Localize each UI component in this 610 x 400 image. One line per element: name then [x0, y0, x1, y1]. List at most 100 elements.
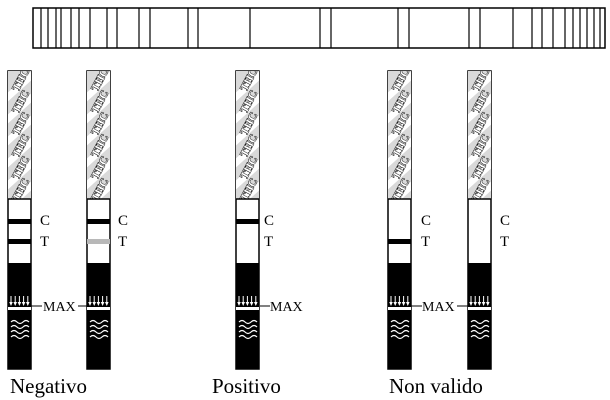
- diagonal-band: [8, 71, 31, 102]
- max-line: [388, 307, 411, 310]
- control-line: [87, 219, 110, 224]
- arrow-head: [397, 302, 402, 306]
- arrow-head: [254, 302, 258, 306]
- arrow-head: [92, 302, 96, 306]
- max-line: [8, 307, 31, 310]
- wave-line: [470, 334, 490, 340]
- test-line: [388, 239, 411, 244]
- diagonal-band: [471, 181, 491, 199]
- diagonal-band: [388, 159, 411, 190]
- arrow-head: [393, 302, 397, 306]
- control-label: C: [264, 213, 274, 229]
- diagonal-band: [8, 137, 31, 168]
- wave-line: [390, 334, 410, 340]
- control-line: [236, 219, 259, 224]
- diagonal-band: [468, 71, 491, 102]
- diagonal-band: [236, 93, 259, 124]
- diagonal-band: [11, 181, 31, 199]
- test-label: T: [118, 234, 127, 250]
- wave-line: [470, 329, 490, 335]
- wave-line: [470, 319, 490, 325]
- wave-line: [10, 334, 30, 340]
- caption-non-valido: Non valido: [389, 374, 483, 398]
- wave-line: [89, 329, 109, 335]
- diagonal-band: [388, 115, 411, 146]
- diagonal-band: [236, 159, 259, 190]
- wave-line: [390, 319, 410, 325]
- diagonal-band: [391, 181, 411, 199]
- control-label: C: [118, 213, 128, 229]
- diagonal-band: [468, 137, 491, 168]
- arrow-head: [96, 302, 101, 306]
- wave-line: [238, 329, 258, 335]
- diagonal-band: [236, 71, 259, 102]
- arrow-head: [26, 302, 30, 306]
- control-label: C: [421, 213, 431, 229]
- diagonal-band: [8, 115, 31, 146]
- test-label: T: [264, 234, 273, 250]
- wave-line: [238, 319, 258, 325]
- arrow-head: [100, 302, 105, 306]
- wave-line: [238, 324, 258, 330]
- absorbent-pad: [388, 263, 411, 369]
- arrow-head: [473, 302, 477, 306]
- test-label: T: [421, 234, 430, 250]
- wave-line: [89, 324, 109, 330]
- max-label: MAX: [43, 300, 76, 315]
- diagonal-band: [236, 137, 259, 168]
- caption-negativo: Negativo: [10, 374, 87, 398]
- non-valido-labels: C T C T MAX: [411, 213, 510, 315]
- arrow-head: [469, 302, 473, 306]
- absorbent-pad: [87, 263, 110, 369]
- test-label: T: [40, 234, 49, 250]
- test-label: T: [500, 234, 509, 250]
- max-line: [87, 307, 110, 310]
- diagonal-band: [87, 115, 110, 146]
- absorbent-pad: [468, 263, 491, 369]
- diagonal-band: [87, 159, 110, 190]
- diagonal-band: [8, 93, 31, 124]
- test-line: [8, 239, 31, 244]
- diagonal-band: [468, 115, 491, 146]
- arrow-head: [13, 302, 17, 306]
- positivo-labels: C T MAX: [260, 213, 303, 315]
- diagonal-band: [87, 137, 110, 168]
- arrow-head: [237, 302, 241, 306]
- arrow-head: [9, 302, 13, 306]
- test-line-faint: [87, 239, 110, 244]
- arrow-head: [401, 302, 406, 306]
- diagonal-band: [388, 137, 411, 168]
- arrow-head: [406, 302, 410, 306]
- arrow-head: [88, 302, 92, 306]
- max-label: MAX: [422, 300, 455, 315]
- control-line: [8, 219, 31, 224]
- max-line: [236, 307, 259, 310]
- absorbent-pad: [8, 263, 31, 369]
- scale-ticks: [40, 8, 601, 48]
- diagonal-band: [90, 181, 110, 199]
- diagonal-band: [388, 71, 411, 102]
- max-line: [468, 307, 491, 310]
- diagonal-band: [8, 159, 31, 190]
- top-scale-bar: [32, 7, 606, 49]
- diagonal-band: [87, 93, 110, 124]
- wave-line: [10, 324, 30, 330]
- wave-line: [10, 329, 30, 335]
- diagonal-band: [468, 159, 491, 190]
- wave-line: [89, 319, 109, 325]
- arrow-head: [241, 302, 245, 306]
- arrow-head: [389, 302, 393, 306]
- arrow-head: [486, 302, 490, 306]
- arrow-head: [21, 302, 26, 306]
- arrow-head: [105, 302, 109, 306]
- wave-line: [390, 324, 410, 330]
